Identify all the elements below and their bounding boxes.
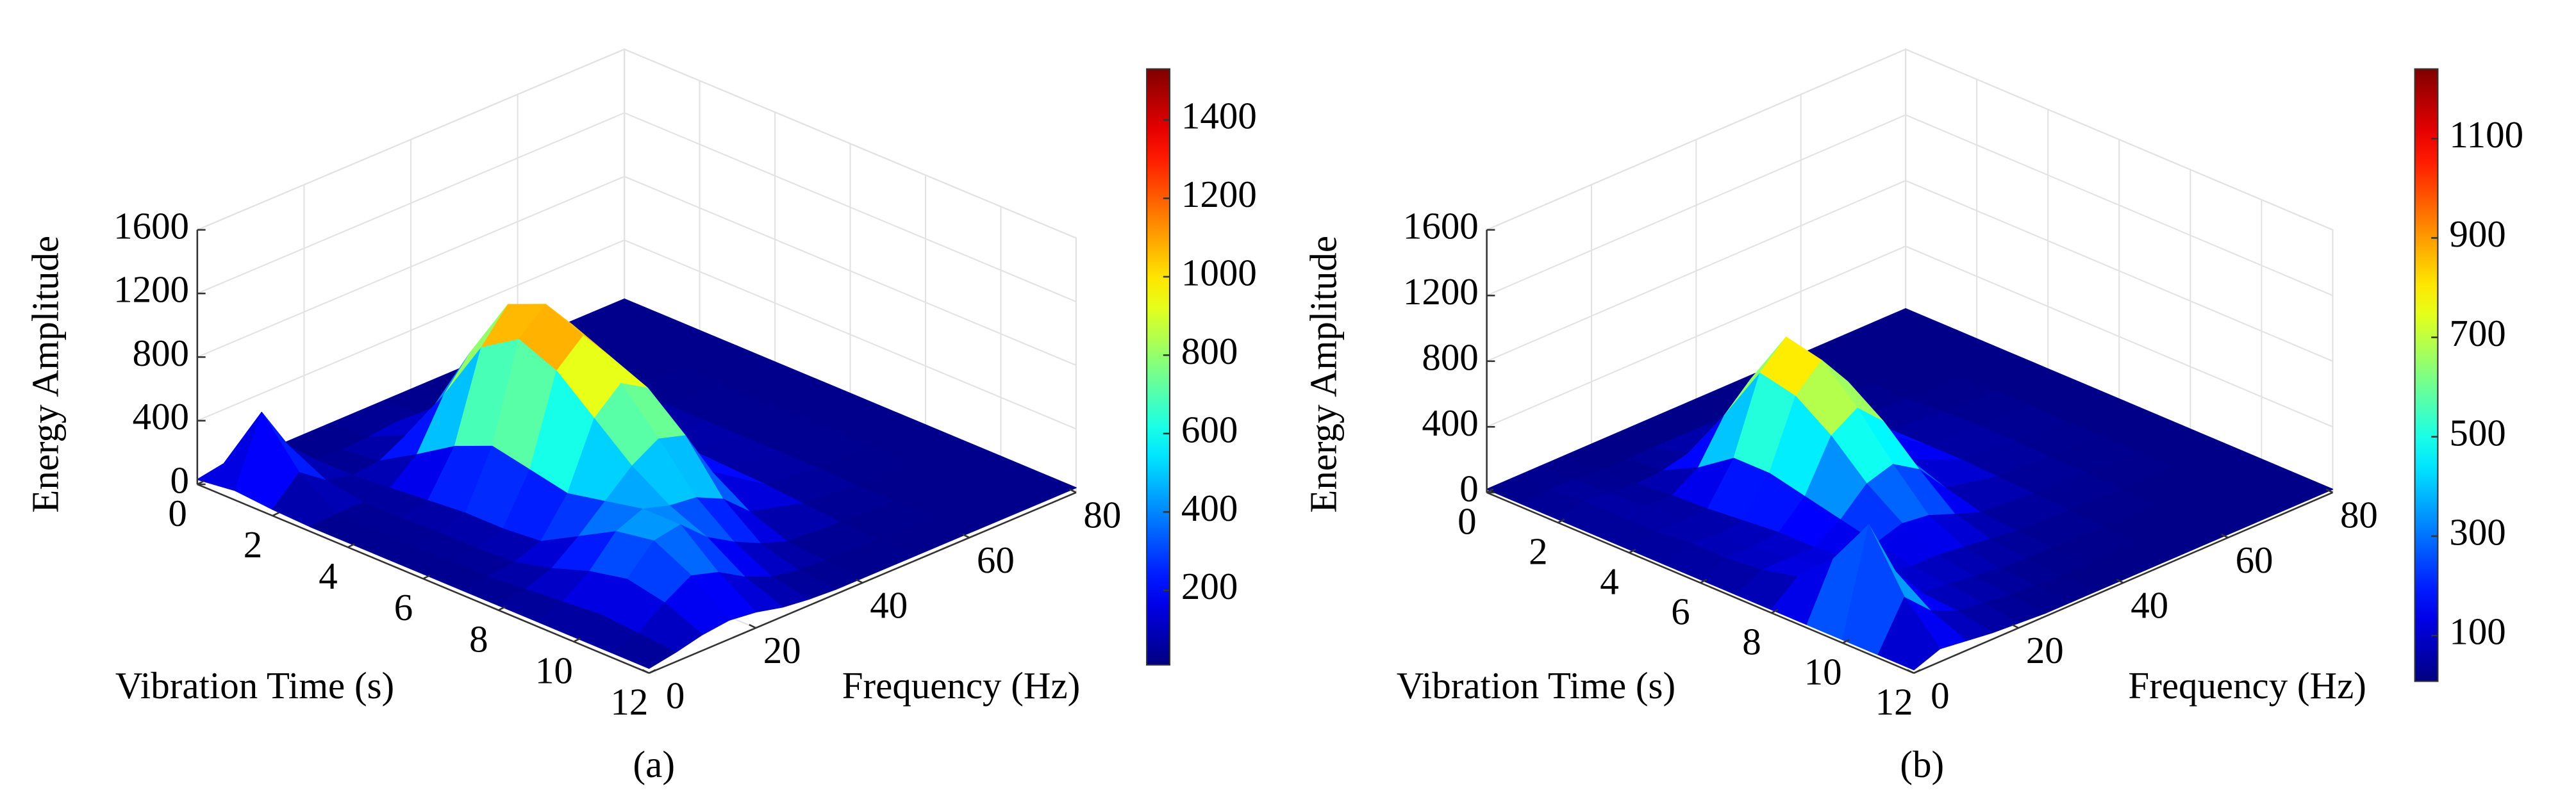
y-tick-label: 60 <box>2236 539 2273 581</box>
z-axis-label: Energy Amplitude <box>24 236 67 513</box>
panel: 0 400 800 1200 1600 0 2 4 6 8 10 12 0 20 40 60 80 Vibrati… <box>1302 48 2523 785</box>
x-tick-label: 0 <box>168 492 187 534</box>
colorbar-tick-label: 400 <box>1181 487 1238 529</box>
x-tick-label: 12 <box>610 681 648 723</box>
colorbar-tick-label: 1400 <box>1181 95 1257 137</box>
x-tick <box>649 669 656 674</box>
caption: (b) <box>1900 743 1944 785</box>
z-tick-label: 1600 <box>113 204 189 247</box>
y-tick-label: 0 <box>1931 674 1949 716</box>
x-tick-label: 10 <box>535 649 573 691</box>
x-tick-label: 4 <box>319 555 337 597</box>
y-tick-label: 20 <box>2026 629 2064 671</box>
x-axis-label: Vibration Time (s) <box>115 664 394 707</box>
y-tick-label: 40 <box>2131 584 2168 626</box>
panel: 0 400 800 1200 1600 0 2 4 6 8 10 12 0 20 40 60 80 Vibrati… <box>24 48 1257 785</box>
x-tick <box>1913 669 1921 674</box>
y-axis-label: Frequency (Hz) <box>842 664 1080 707</box>
z-tick-label: 800 <box>133 332 189 374</box>
x-tick-label: 12 <box>1875 681 1913 723</box>
x-tick <box>1842 639 1850 644</box>
colorbar-tick-label: 700 <box>2449 312 2505 354</box>
surface-cell <box>1877 596 1941 671</box>
x-tick <box>272 511 280 517</box>
y-tick-label: 20 <box>763 629 801 671</box>
y-tick-label: 0 <box>666 674 685 716</box>
z-tick-label: 1600 <box>1403 204 1479 247</box>
x-tick <box>347 543 355 548</box>
x-tick <box>1771 609 1779 614</box>
x-tick <box>498 606 506 611</box>
y-tick-label: 60 <box>977 539 1015 581</box>
y-tick <box>2011 623 2019 629</box>
y-tick <box>2325 488 2333 493</box>
y-tick <box>1907 669 1915 674</box>
y-tick-label: 40 <box>870 584 908 626</box>
z-tick-label: 0 <box>1459 467 1478 509</box>
x-tick-label: 4 <box>1600 561 1618 603</box>
z-tick-label: 400 <box>1422 402 1478 444</box>
colorbar-tick-label: 600 <box>1181 408 1238 450</box>
z-tick-label: 1200 <box>113 268 189 311</box>
x-tick-label: 2 <box>1529 530 1547 573</box>
x-tick-label: 8 <box>469 618 488 660</box>
y-tick <box>642 669 650 674</box>
y-tick-label: 80 <box>2340 493 2378 536</box>
x-tick-label: 6 <box>394 586 413 628</box>
colorbar-tick-label: 300 <box>2449 511 2505 553</box>
y-tick <box>2116 578 2124 584</box>
x-tick <box>573 637 581 643</box>
colorbar <box>1146 68 1171 666</box>
x-tick <box>1629 548 1636 553</box>
surface-cell <box>611 632 677 669</box>
x-tick <box>422 575 431 580</box>
y-tick <box>962 534 970 539</box>
colorbar-tick-label: 1000 <box>1181 252 1257 294</box>
x-tick <box>197 480 204 486</box>
y-axis-label: Frequency (Hz) <box>2128 664 2366 707</box>
z-axis-label: Energy Amplitude <box>1302 236 1345 513</box>
x-axis-label: Vibration Time (s) <box>1397 664 1675 707</box>
x-tick <box>1558 518 1565 523</box>
colorbar-tick-label: 200 <box>1181 565 1238 607</box>
x-tick-label: 6 <box>1671 591 1690 633</box>
x-tick-label: 10 <box>1804 651 1842 693</box>
y-tick <box>749 623 756 629</box>
colorbar-tick-label: 1200 <box>1181 173 1257 215</box>
x-tick <box>1700 578 1708 584</box>
colorbar-tick-label: 100 <box>2449 610 2505 653</box>
caption: (a) <box>633 743 675 785</box>
x-tick-label: 2 <box>244 523 262 566</box>
surface <box>197 298 1077 669</box>
colorbar-tick-label: 900 <box>2449 213 2505 255</box>
z-tick-label: 800 <box>1422 336 1478 378</box>
colorbar-tick-label: 500 <box>2449 411 2505 454</box>
y-tick <box>1069 488 1077 493</box>
z-tick-label: 400 <box>133 395 189 438</box>
y-tick-label: 80 <box>1083 493 1121 536</box>
colorbar-tick-label: 800 <box>1181 330 1238 372</box>
colorbar <box>2414 68 2439 682</box>
y-tick <box>855 578 863 584</box>
colorbar-tick-label: 1100 <box>2449 113 2523 156</box>
x-tick <box>1486 488 1494 493</box>
y-tick <box>2221 534 2229 539</box>
z-tick-label: 1200 <box>1403 270 1479 313</box>
x-tick-label: 0 <box>1458 500 1476 543</box>
surface <box>1486 308 2334 671</box>
x-tick-label: 8 <box>1742 621 1761 663</box>
z-tick-label: 0 <box>170 459 189 502</box>
